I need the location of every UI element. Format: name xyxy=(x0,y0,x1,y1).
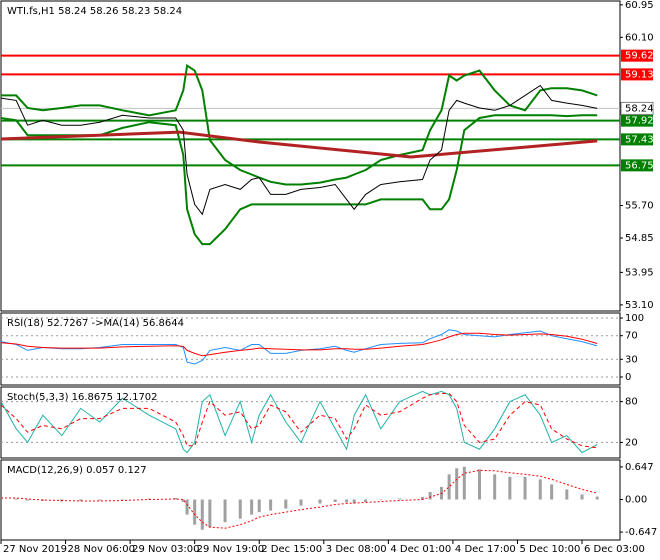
y-tick-label: 20 xyxy=(625,437,638,448)
x-tick-label: 5 Dec 10:00 xyxy=(519,544,580,555)
histogram-bar xyxy=(398,498,402,500)
plot-area xyxy=(1,54,620,246)
panel-frame xyxy=(0,0,621,312)
histogram-bar xyxy=(174,497,178,500)
level-label: 57.43 xyxy=(625,134,654,145)
y-tick-label: 53.10 xyxy=(625,300,654,311)
histogram-bar xyxy=(421,496,425,500)
histogram-bar xyxy=(462,466,466,500)
histogram-bar xyxy=(269,499,273,511)
histogram-bar xyxy=(185,499,189,515)
histogram-bar xyxy=(318,499,322,504)
last-price-box xyxy=(620,101,654,115)
y-tick-label: 30 xyxy=(625,354,638,365)
x-tick-label: 2 Dec 15:00 xyxy=(261,544,322,555)
histogram-bar xyxy=(477,469,481,500)
level-label-box xyxy=(621,49,653,62)
panel-title: Stoch(5,3,3) 16.8675 12.1702 xyxy=(7,392,158,403)
x-tick-label: 4 Dec 17:00 xyxy=(455,544,516,555)
histogram-bar xyxy=(147,498,151,500)
x-tick-label: 6 Dec 03:00 xyxy=(584,544,645,555)
y-tick-label: 60.95 xyxy=(625,0,654,11)
histogram-bar xyxy=(345,499,349,503)
y-tick-label: 55.70 xyxy=(625,201,654,212)
series-line xyxy=(1,393,598,449)
histogram-bar xyxy=(523,476,527,500)
histogram-bar xyxy=(580,494,584,500)
histogram-bar xyxy=(200,499,204,530)
level-label: 59.62 xyxy=(625,51,654,62)
series-line xyxy=(1,63,598,186)
histogram-bar xyxy=(447,474,451,500)
histogram-bar xyxy=(364,499,368,503)
plot-area xyxy=(1,466,599,530)
y-tick-label: -0.647 xyxy=(625,527,657,538)
histogram-bar xyxy=(379,499,383,500)
level-label: 57.92 xyxy=(625,116,654,127)
histogram-bar xyxy=(455,468,459,500)
histogram-bar xyxy=(98,499,102,501)
series-line xyxy=(1,130,598,159)
histogram-bar xyxy=(550,484,554,500)
histogram-bar xyxy=(208,499,212,528)
plot-area xyxy=(1,390,620,454)
y-tick-label: 100 xyxy=(625,313,644,324)
histogram-bar xyxy=(565,489,569,500)
y-tick-label: 60.10 xyxy=(625,32,654,43)
histogram-bar xyxy=(238,499,242,519)
x-tick-label: 29 Nov 03:00 xyxy=(132,544,199,555)
panel-frame xyxy=(0,312,621,386)
series-line xyxy=(1,390,598,454)
histogram-bar xyxy=(223,499,227,523)
level-label: 59.13 xyxy=(625,69,654,80)
histogram-bar xyxy=(181,499,185,503)
x-tick-label: 28 Nov 06:00 xyxy=(68,544,135,555)
x-tick-label: 29 Nov 19:00 xyxy=(197,544,264,555)
y-tick-label: 0.00 xyxy=(625,494,647,505)
level-label-box xyxy=(621,159,653,172)
level-label-box xyxy=(621,133,653,146)
series-line xyxy=(1,114,598,246)
series-line xyxy=(1,469,598,529)
panel-title: WTI.fs,H1 58.24 58.26 58.23 58.24 xyxy=(7,6,182,17)
panel-title: MACD(12,26,9) 0.057 0.127 xyxy=(7,465,147,476)
histogram-bar xyxy=(538,479,542,500)
series-line xyxy=(1,332,598,357)
last-price-label: 58.24 xyxy=(625,103,654,114)
histogram-bar xyxy=(257,499,261,513)
histogram-bar xyxy=(250,499,254,515)
panel-title: RSI(18) 52.7267 ->MA(14) 56.8644 xyxy=(7,318,184,329)
histogram-bar xyxy=(299,499,303,506)
histogram-bar xyxy=(284,499,288,509)
x-tick-label: 3 Dec 08:00 xyxy=(326,544,387,555)
plot-area xyxy=(1,317,620,378)
histogram-bar xyxy=(508,476,512,500)
histogram-bar xyxy=(333,499,337,503)
y-tick-label: 54.85 xyxy=(625,233,654,244)
histogram-bar xyxy=(121,499,125,500)
histogram-bar xyxy=(428,491,432,500)
histogram-bar xyxy=(193,499,197,525)
x-tick-label: 4 Dec 01:00 xyxy=(390,544,451,555)
histogram-bar xyxy=(352,499,356,504)
y-tick-label: 0 xyxy=(625,372,631,383)
level-label-box xyxy=(621,68,653,81)
histogram-bar xyxy=(26,499,30,501)
y-tick-label: 53.95 xyxy=(625,267,654,278)
y-tick-label: 0.647 xyxy=(625,462,654,473)
x-tick-label: 27 Nov 2019 xyxy=(3,544,67,555)
level-label-box xyxy=(621,114,653,127)
histogram-bar xyxy=(493,474,497,500)
histogram-bar xyxy=(595,496,599,500)
histogram-bar xyxy=(14,498,18,500)
level-label: 56.75 xyxy=(625,160,654,171)
series-line xyxy=(1,84,598,216)
y-tick-label: 80 xyxy=(625,397,638,408)
histogram-bar xyxy=(79,499,83,502)
y-tick-label: 70 xyxy=(625,331,638,342)
